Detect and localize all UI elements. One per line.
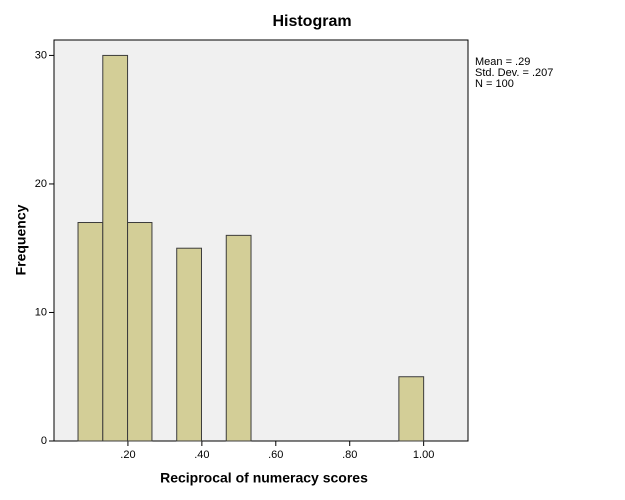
x-tick-label: .60 [268,449,283,461]
stat-line: Mean = .29 [475,56,530,68]
chart-title: Histogram [272,13,351,30]
bar [176,247,202,442]
x-tick-label: .20 [120,449,135,461]
x-axis-label: Reciprocal of numeracy scores [160,470,368,486]
y-tick-label: 0 [41,435,47,447]
stat-line: N = 100 [475,78,514,90]
y-axis-label: Frequency [13,204,29,275]
x-tick-label: 1.00 [413,449,434,461]
bar [77,222,104,442]
y-tick-label: 10 [35,306,47,318]
y-tick-label: 30 [35,49,47,61]
bar [398,376,425,442]
bar [102,54,129,442]
stat-line: Std. Dev. = .207 [475,67,553,79]
bar [127,222,153,442]
bar [225,234,252,442]
x-tick-label: .40 [194,449,209,461]
y-tick-label: 20 [35,178,47,190]
x-tick-label: .80 [342,449,357,461]
